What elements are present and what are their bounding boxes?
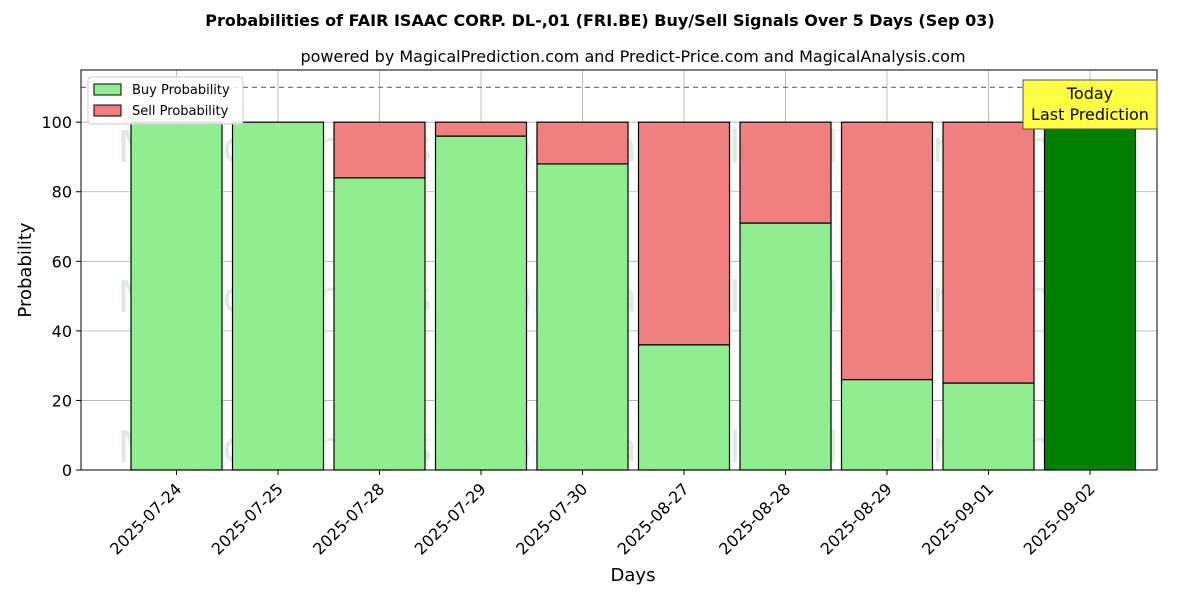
y-tick-label: 60 [52,252,72,271]
legend: Buy Probability Sell Probability [87,76,244,125]
buy-bar [231,121,325,471]
annotation-line: Today [1066,84,1113,103]
x-tick-label: 2025-08-28 [715,479,794,558]
x-tick-label: 2025-07-30 [512,479,591,558]
x-tick-label: 2025-08-29 [817,479,896,558]
y-tick-label: 20 [52,391,72,410]
sell-bar [942,121,1035,384]
x-axis: 2025-07-24 2025-07-25 2025-07-28 2025-07-29… [106,470,1099,559]
buy-bar [840,378,934,471]
buy-bar [333,177,426,471]
sell-bar [739,121,832,224]
y-tick-label: 80 [52,183,72,202]
x-tick-label: 2025-08-27 [614,479,693,558]
y-tick-label: 100 [41,113,72,132]
plot-frame [80,69,1158,471]
x-tick-label: 2025-09-02 [1020,479,1099,558]
chart-subtitle: powered by MagicalPrediction.com and Pre… [300,47,965,66]
buy-bar [942,382,1035,471]
buy-bar [637,344,731,471]
legend-label: Buy Probability [132,83,230,98]
annotation-box [1022,79,1158,130]
buy-bar [739,222,832,471]
buy-bar [130,121,223,471]
y-tick-label: 40 [52,322,72,341]
x-tick-label: 2025-07-28 [309,479,388,558]
buy-bar [536,163,629,471]
legend-box [87,76,244,125]
legend-label: Sell Probability [132,104,229,119]
y-axis-label: Probability [15,222,36,317]
x-tick-label: 2025-09-01 [918,479,997,558]
sell-bar [536,121,629,165]
y-tick-label: 0 [62,461,72,480]
legend-swatch [93,104,122,117]
y-axis: 0 20 40 60 80 100 [41,113,81,480]
x-tick-label: 2025-07-29 [411,479,490,558]
legend-swatch [93,83,122,96]
annotation-line: Last Prediction [1031,105,1149,124]
today-annotation: Today Last Prediction [1022,79,1158,130]
sell-bar [840,121,934,381]
bars-layer [130,121,1137,471]
chart-title: Probabilities of FAIR ISAAC CORP. DL-,01… [205,11,994,30]
sell-bar [434,121,528,137]
x-axis-label: Days [611,565,656,586]
x-tick-label: 2025-07-24 [106,479,185,558]
buy-bar [1043,121,1137,471]
sell-bar [637,121,731,346]
buy-bar [434,135,528,471]
sell-bar [333,121,426,179]
x-tick-label: 2025-07-25 [208,479,287,558]
